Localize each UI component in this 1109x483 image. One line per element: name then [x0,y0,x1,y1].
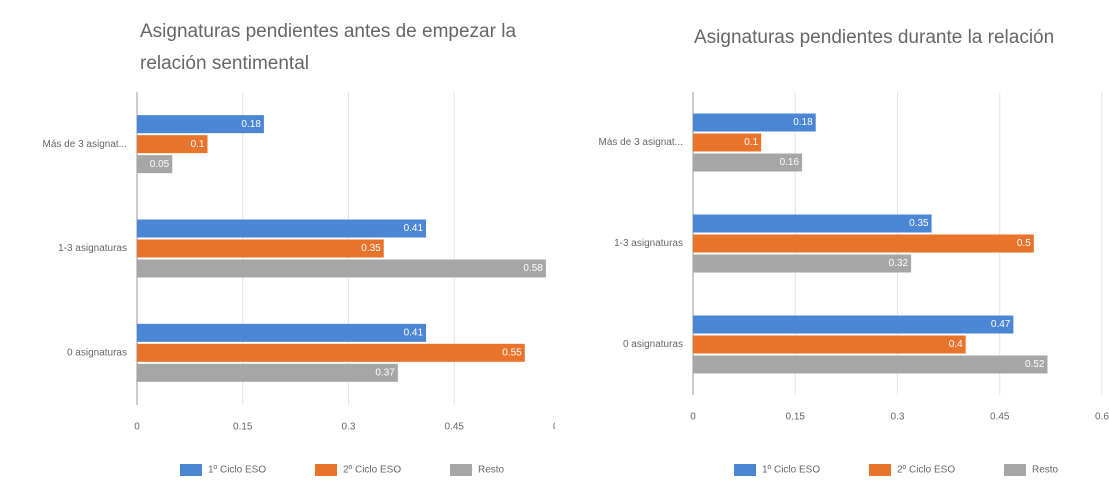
legend-swatch [1004,464,1026,476]
y-tick-label: 1-3 asignaturas [614,238,683,249]
value-label: 0.1 [744,137,758,148]
bar [693,335,966,354]
bar [693,214,932,233]
legend-swatch [450,464,472,476]
chart-title: Asignaturas pendientes antes de empezar … [140,21,517,74]
value-label: 0.32 [889,258,909,269]
bar [137,363,398,382]
x-tick-label: 0.3 [891,412,905,423]
value-label: 0.4 [949,339,963,350]
y-tick-label: 0 asignaturas [67,347,127,358]
bar [693,355,1048,374]
legend-label: Resto [478,465,505,476]
bar [137,259,546,278]
y-tick-label: 1-3 asignaturas [58,243,127,254]
bar [137,135,208,154]
bar [137,115,264,134]
bar [137,155,173,174]
x-tick-label: 0.3 [342,422,356,433]
value-label: 0.55 [502,347,522,358]
x-tick-label: 0.45 [990,412,1010,423]
bar [137,343,525,362]
legend-label: 1º Ciclo ESO [208,465,266,476]
x-tick-label: 0.15 [233,422,253,433]
x-tick-label: 0.15 [786,412,806,423]
bar [137,239,384,258]
chart-panel: Asignaturas pendientes antes de empezar … [43,21,555,476]
value-label: 0.58 [523,263,543,274]
value-label: 0.16 [780,157,800,168]
bar [693,113,816,132]
y-tick-label: Más de 3 asignat... [43,139,128,150]
legend-label: 1º Ciclo ESO [762,465,820,476]
chart-panel: Asignaturas pendientes durante la relaci… [554,0,1109,483]
bar [693,254,912,273]
bar [693,234,1034,253]
bar [137,219,427,238]
x-tick-label: 0 [134,422,140,433]
legend-swatch [734,464,756,476]
value-label: 0.41 [404,223,424,234]
legend-swatch [180,464,202,476]
x-tick-label: 0.45 [445,422,465,433]
legend-label: 2º Ciclo ESO [897,465,955,476]
bar [693,315,1014,334]
bar [137,323,427,342]
legend-label: 2º Ciclo ESO [343,465,401,476]
chart-title: Asignaturas pendientes durante la relaci… [694,27,1055,48]
value-label: 0.18 [241,119,261,130]
y-tick-label: 0 asignaturas [623,339,683,350]
chart: 0 0.15 0.3 0.45 0.6 Más de 3 asignat... 0.18 0.… [43,92,555,476]
value-label: 0.37 [375,367,395,378]
value-label: 0.1 [191,139,205,150]
value-label: 0.5 [1017,238,1031,249]
value-label: 0.47 [991,319,1011,330]
value-label: 0.41 [404,327,424,338]
x-tick-label: 0 [690,412,696,423]
bar [693,153,803,172]
value-label: 0.05 [150,159,170,170]
chart: 0 0.15 0.3 0.45 0.6 Más de 3 asignat... 0.18 0.… [599,92,1109,476]
y-tick-label: Más de 3 asignat... [599,137,684,148]
x-tick-label: 0.6 [1095,412,1109,423]
x-tick-label: 0.6 [553,422,555,433]
value-label: 0.18 [793,117,813,128]
legend-label: Resto [1032,465,1059,476]
value-label: 0.52 [1025,359,1045,370]
value-label: 0.35 [909,218,929,229]
value-label: 0.35 [361,243,381,254]
legend-swatch [869,464,891,476]
bar [693,133,762,152]
legend-swatch [315,464,337,476]
